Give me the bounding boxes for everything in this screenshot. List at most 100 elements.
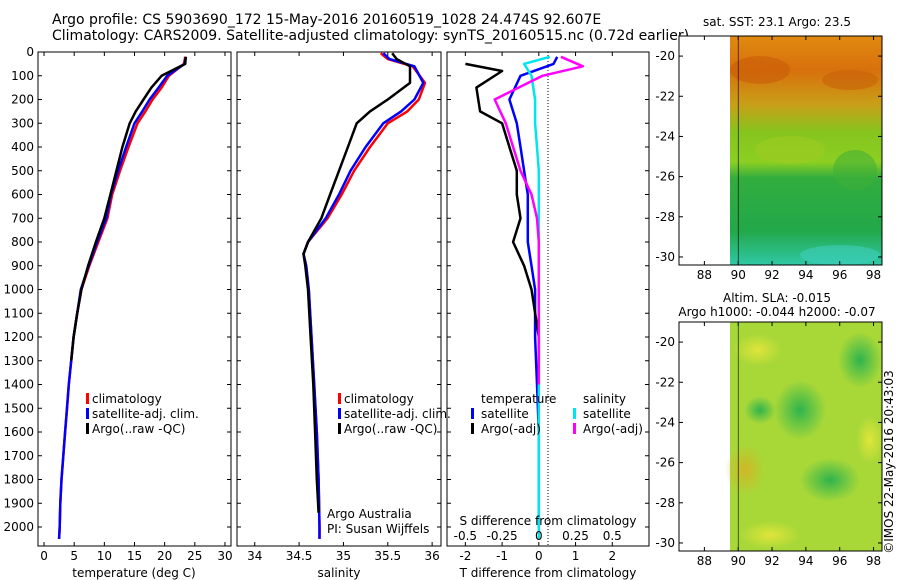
credit-text: ©IMOS 22-May-2016 20:43:03 [882, 370, 896, 554]
legend-label-climatology: climatology [344, 392, 414, 406]
sst-map-axes: 88 90 92 94 96 98 -20 -22 -24 -26 -28 -30 [655, 36, 882, 282]
legend-swatch-sal-satellite [573, 408, 576, 419]
s-tick-label: -0.25 [487, 529, 518, 543]
salinity-axes-ticks: 34 34.5 35 35.5 36 [237, 51, 441, 563]
legend-label-argo: Argo(..raw -QC) [344, 422, 437, 436]
map-x-tick-label: 98 [866, 554, 881, 568]
legend-swatch-satellite [338, 408, 341, 419]
difference-profiles [465, 55, 585, 539]
legend-swatch-argo [86, 423, 89, 434]
difference-legend: temperature satellite Argo(-adj) salinit… [471, 392, 643, 436]
profile-line-salinity-argo-adj- [493, 55, 585, 385]
x-tick-label: 2 [608, 549, 616, 563]
profile-line-argo-raw-qc- [302, 52, 412, 513]
map-y-tick-label: -28 [655, 496, 675, 510]
x-tick-label: -1 [496, 549, 508, 563]
attribution-line-2: PI: Susan Wijffels [327, 522, 429, 536]
sla-low-patch [800, 458, 860, 502]
t-difference-axis-label: T difference from climatology [459, 566, 637, 580]
depth-tick-label: 200 [11, 93, 34, 107]
difference-axes-ticks: -2 -1 0 1 2 [447, 51, 649, 563]
sla-high-patch [725, 444, 765, 496]
x-tick-label: 25 [187, 549, 202, 563]
x-tick-label: 5 [70, 549, 78, 563]
s-difference-ticks: -0.5 -0.25 0 0.25 0.5 [454, 529, 622, 543]
legend-label-sal-argo: Argo(-adj) [583, 422, 643, 436]
depth-tick-label: 1700 [3, 449, 34, 463]
s-tick-label: 0.25 [562, 529, 589, 543]
profile-line-satellite-adj-clim- [302, 52, 425, 539]
depth-tick-label: 1600 [3, 425, 34, 439]
legend-swatch-climatology [86, 393, 89, 404]
map-y-tick-label: -20 [655, 335, 675, 349]
temperature-axis-label: temperature (deg C) [72, 566, 195, 580]
temperature-panel: 0100200300400500600700800900100011001200… [3, 45, 232, 580]
depth-tick-label: 0 [26, 45, 34, 59]
map-x-tick-label: 88 [697, 554, 712, 568]
x-tick-label: 20 [157, 549, 172, 563]
depth-tick-label: 800 [11, 235, 34, 249]
depth-tick-label: 1300 [3, 354, 34, 368]
map-y-tick-label: -24 [655, 415, 675, 429]
s-tick-label: 0.5 [603, 529, 622, 543]
profile-line-climatology [57, 56, 187, 539]
sla-high-patch [740, 521, 800, 549]
sla-map-subtitle: Argo h1000: -0.044 h2000: -0.07 [678, 305, 875, 319]
sla-high-patch [856, 416, 884, 464]
legend-label-argo: Argo(..raw -QC) [92, 422, 185, 436]
legend-heading-temperature: temperature [481, 392, 556, 406]
map-y-tick-label: -22 [655, 89, 675, 103]
sla-map-title: Altim. SLA: -0.015 [723, 291, 831, 305]
profile-line-climatology [302, 52, 427, 539]
legend-label-temp-argo: Argo(-adj) [481, 422, 541, 436]
sst-warm-patch [822, 70, 878, 90]
profile-line-temperature-satellite [508, 56, 559, 527]
salinity-axes-frame [236, 51, 442, 547]
legend-label-satellite: satellite-adj. clim. [92, 407, 199, 421]
depth-tick-label: 2000 [3, 520, 34, 534]
map-x-tick-label: 96 [832, 554, 847, 568]
profile-line-salinity-satellite [522, 55, 551, 539]
legend-label-sal-satellite: satellite [583, 407, 631, 421]
sla-map-axes: 88 90 92 94 96 98 -20 -22 -24 -26 -28 -30 [655, 322, 882, 568]
map-x-tick-label: 94 [798, 554, 813, 568]
sla-low-patch [744, 396, 776, 424]
map-x-tick-label: 92 [764, 268, 779, 282]
map-y-tick-label: -28 [655, 210, 675, 224]
attribution-line-1: Argo Australia [327, 507, 412, 521]
figure-title-line-1: Argo profile: CS 5903690_172 15-May-2016… [52, 12, 602, 28]
sst-map-title: sat. SST: 23.1 Argo: 23.5 [703, 15, 851, 29]
sla-map-frame [678, 321, 883, 552]
legend-heading-salinity: salinity [583, 392, 626, 406]
depth-tick-label: 1100 [3, 306, 34, 320]
map-x-tick-label: 88 [697, 268, 712, 282]
depth-tick-label: 600 [11, 188, 34, 202]
x-tick-label: 35 [336, 549, 351, 563]
x-tick-label: 36 [424, 549, 439, 563]
depth-tick-label: 700 [11, 211, 34, 225]
sst-map-frame [678, 35, 883, 266]
depth-tick-label: 1200 [3, 330, 34, 344]
s-difference-axis-label: S difference from climatology [460, 514, 637, 528]
x-tick-label: 34.5 [286, 549, 313, 563]
x-tick-label: 30 [217, 549, 232, 563]
map-x-tick-label: 98 [866, 268, 881, 282]
sst-warm-patch [730, 56, 790, 84]
depth-tick-label: 900 [11, 259, 34, 273]
legend-label-climatology: climatology [92, 392, 162, 406]
map-y-tick-label: -26 [655, 456, 675, 470]
sla-low-patch [838, 332, 882, 388]
difference-panel: -2 -1 0 1 2 temperature satellite Argo(-adj)… [446, 51, 650, 580]
x-tick-label: 15 [127, 549, 142, 563]
depth-tick-label: 1800 [3, 473, 34, 487]
depth-tick-label: 1400 [3, 378, 34, 392]
map-x-tick-label: 90 [731, 554, 746, 568]
s-tick-label: 0 [535, 529, 543, 543]
figure-title-line-2: Climatology: CARS2009. Satellite-adjuste… [52, 28, 690, 44]
legend-swatch-satellite [86, 408, 89, 419]
salinity-legend: climatology satellite-adj. clim. Argo(..… [338, 392, 451, 436]
depth-tick-label: 1900 [3, 496, 34, 510]
legend-swatch-sal-argo [573, 423, 576, 434]
legend-label-satellite: satellite-adj. clim. [344, 407, 451, 421]
